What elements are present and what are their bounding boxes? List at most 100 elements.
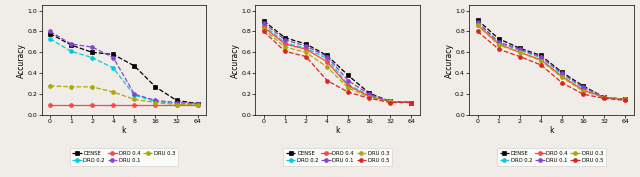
DRU 0.3 [88, 86, 96, 88]
DRU 0.1 [194, 102, 202, 105]
DRO 0.2 [194, 104, 202, 106]
DENSE [152, 86, 159, 88]
DRU 0.3 [302, 51, 310, 53]
DRU 0.1 [537, 55, 545, 58]
DRU 0.1 [558, 72, 566, 74]
Line: DRO 0.4: DRO 0.4 [48, 103, 200, 107]
X-axis label: k: k [335, 126, 340, 135]
Line: DRU 0.3: DRU 0.3 [476, 23, 627, 101]
Line: DRU 0.5: DRU 0.5 [476, 30, 627, 102]
DRO 0.4 [600, 96, 608, 98]
DRU 0.3 [67, 86, 75, 88]
Y-axis label: Accuracy: Accuracy [17, 43, 26, 78]
DRU 0.5 [474, 30, 481, 33]
Line: DRO 0.2: DRO 0.2 [262, 23, 413, 104]
DRO 0.4 [173, 104, 180, 106]
Line: DRU 0.3: DRU 0.3 [262, 27, 413, 104]
DRU 0.1 [516, 48, 524, 50]
DRU 0.5 [302, 55, 310, 58]
DRO 0.4 [408, 101, 415, 104]
Line: DRU 0.1: DRU 0.1 [48, 30, 200, 105]
DRU 0.1 [131, 93, 138, 95]
DENSE [302, 43, 310, 45]
DRU 0.1 [260, 22, 268, 24]
DRU 0.5 [281, 50, 289, 52]
Line: DRO 0.4: DRO 0.4 [262, 25, 413, 104]
DRU 0.1 [302, 45, 310, 47]
DRU 0.3 [621, 98, 629, 100]
DRU 0.1 [281, 39, 289, 41]
DRU 0.1 [152, 99, 159, 101]
X-axis label: k: k [122, 126, 126, 135]
DRU 0.3 [365, 96, 373, 98]
DENSE [387, 100, 394, 102]
DRO 0.2 [495, 42, 502, 44]
DRO 0.2 [344, 84, 352, 86]
DENSE [323, 54, 331, 56]
DRO 0.2 [109, 67, 117, 69]
DRU 0.5 [408, 101, 415, 104]
DRO 0.4 [365, 95, 373, 97]
DENSE [579, 85, 587, 87]
DRO 0.4 [344, 85, 352, 87]
DRU 0.5 [537, 64, 545, 66]
DRU 0.1 [365, 93, 373, 95]
DENSE [260, 20, 268, 22]
DRU 0.1 [621, 98, 629, 100]
DRU 0.3 [600, 96, 608, 98]
DRU 0.5 [558, 82, 566, 84]
DRU 0.3 [408, 101, 415, 104]
DRU 0.3 [516, 51, 524, 53]
DENSE [173, 99, 180, 101]
DRO 0.2 [302, 47, 310, 49]
DRU 0.1 [46, 30, 54, 33]
DRU 0.3 [46, 85, 54, 87]
DRU 0.1 [344, 79, 352, 82]
DENSE [600, 96, 608, 98]
DRU 0.3 [537, 60, 545, 62]
DRU 0.3 [281, 46, 289, 48]
Text: (a): (a) [117, 176, 131, 177]
DRO 0.4 [558, 75, 566, 78]
DENSE [408, 101, 415, 104]
DRO 0.2 [516, 49, 524, 51]
DENSE [281, 37, 289, 39]
Legend: DENSE, DRO 0.2, DRO 0.4, DRU 0.1, DRU 0.3, DRU 0.5: DENSE, DRO 0.2, DRO 0.4, DRU 0.1, DRU 0.… [497, 148, 605, 166]
DENSE [474, 19, 481, 21]
DRU 0.5 [600, 97, 608, 99]
DENSE [67, 44, 75, 46]
DRO 0.2 [67, 50, 75, 52]
DRO 0.2 [474, 22, 481, 24]
DRU 0.3 [558, 76, 566, 78]
DRO 0.2 [152, 100, 159, 102]
Line: DRO 0.2: DRO 0.2 [48, 37, 200, 107]
DRU 0.3 [474, 24, 481, 26]
Text: (b): (b) [331, 176, 344, 177]
Legend: DENSE, DRO 0.2, DRO 0.4, DRU 0.1, DRU 0.3, DRU 0.5: DENSE, DRO 0.2, DRO 0.4, DRU 0.1, DRU 0.… [284, 148, 392, 166]
Line: DRO 0.4: DRO 0.4 [476, 23, 627, 101]
DRU 0.1 [109, 56, 117, 59]
DRO 0.2 [387, 100, 394, 102]
DRO 0.4 [302, 48, 310, 50]
DENSE [621, 98, 629, 100]
DRU 0.5 [344, 91, 352, 93]
DRO 0.2 [323, 58, 331, 60]
Line: DRO 0.2: DRO 0.2 [476, 21, 627, 101]
Line: DRU 0.5: DRU 0.5 [262, 30, 413, 104]
DRO 0.2 [600, 96, 608, 98]
Text: (c): (c) [545, 176, 558, 177]
DRU 0.5 [516, 55, 524, 58]
DRO 0.4 [131, 104, 138, 106]
DRU 0.3 [173, 104, 180, 106]
DRU 0.5 [323, 79, 331, 82]
DRO 0.4 [495, 43, 502, 45]
DRU 0.1 [67, 43, 75, 45]
DRO 0.4 [387, 100, 394, 102]
DRU 0.1 [323, 55, 331, 58]
DRO 0.4 [194, 104, 202, 106]
DRU 0.1 [173, 101, 180, 104]
DRU 0.1 [387, 100, 394, 102]
DRU 0.3 [344, 87, 352, 89]
DENSE [537, 54, 545, 56]
DRO 0.4 [281, 43, 289, 45]
